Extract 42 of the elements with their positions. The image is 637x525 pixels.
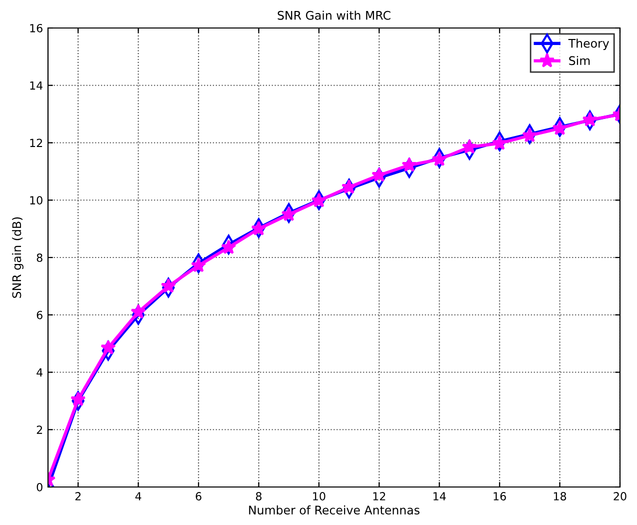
x-tick-label: 8 — [256, 492, 262, 500]
x-tick-label: 2 — [75, 492, 81, 500]
y-tick-label: 0 — [36, 482, 42, 492]
y-tick-label: 12 — [30, 138, 42, 147]
point — [251, 220, 266, 236]
x-tick-label: 12 — [373, 492, 386, 500]
y-tick-label: 6 — [36, 310, 42, 320]
point — [372, 167, 387, 182]
y-tick-label: 14 — [30, 81, 43, 90]
point — [582, 112, 598, 126]
y-tick-label: 8 — [36, 253, 42, 262]
x-tick-label: 4 — [135, 492, 142, 500]
y-tick-label: 16 — [30, 24, 42, 32]
y-axis-title: SNR gain (dB) — [12, 217, 24, 298]
legend-label: Sim — [569, 56, 590, 66]
chart-title: SNR Gain with MRC — [278, 10, 390, 20]
x-tick-label: 18 — [554, 492, 566, 500]
x-tick-label: 6 — [196, 492, 202, 500]
point — [492, 135, 508, 150]
x-tick-label: 16 — [494, 492, 506, 500]
point — [100, 340, 116, 355]
point — [522, 128, 538, 142]
x-tick-label: 10 — [313, 492, 326, 500]
point — [402, 157, 417, 172]
point — [552, 120, 568, 136]
point — [70, 392, 86, 406]
x-axis-title: Number of Receive Antennas — [249, 505, 420, 515]
y-tick-label: 10 — [30, 196, 42, 205]
point — [432, 151, 448, 166]
point — [462, 139, 478, 154]
point — [311, 192, 327, 208]
y-tick-label: 4 — [36, 368, 43, 376]
legend-label: Theory — [568, 38, 610, 50]
point — [281, 206, 296, 222]
point — [160, 278, 176, 293]
point — [130, 304, 146, 319]
point — [190, 258, 206, 272]
x-tick-label: 20 — [614, 492, 626, 500]
point — [341, 179, 357, 194]
point — [220, 239, 236, 254]
x-tick-label: 14 — [434, 492, 446, 500]
y-tick-label: 2 — [36, 426, 42, 434]
